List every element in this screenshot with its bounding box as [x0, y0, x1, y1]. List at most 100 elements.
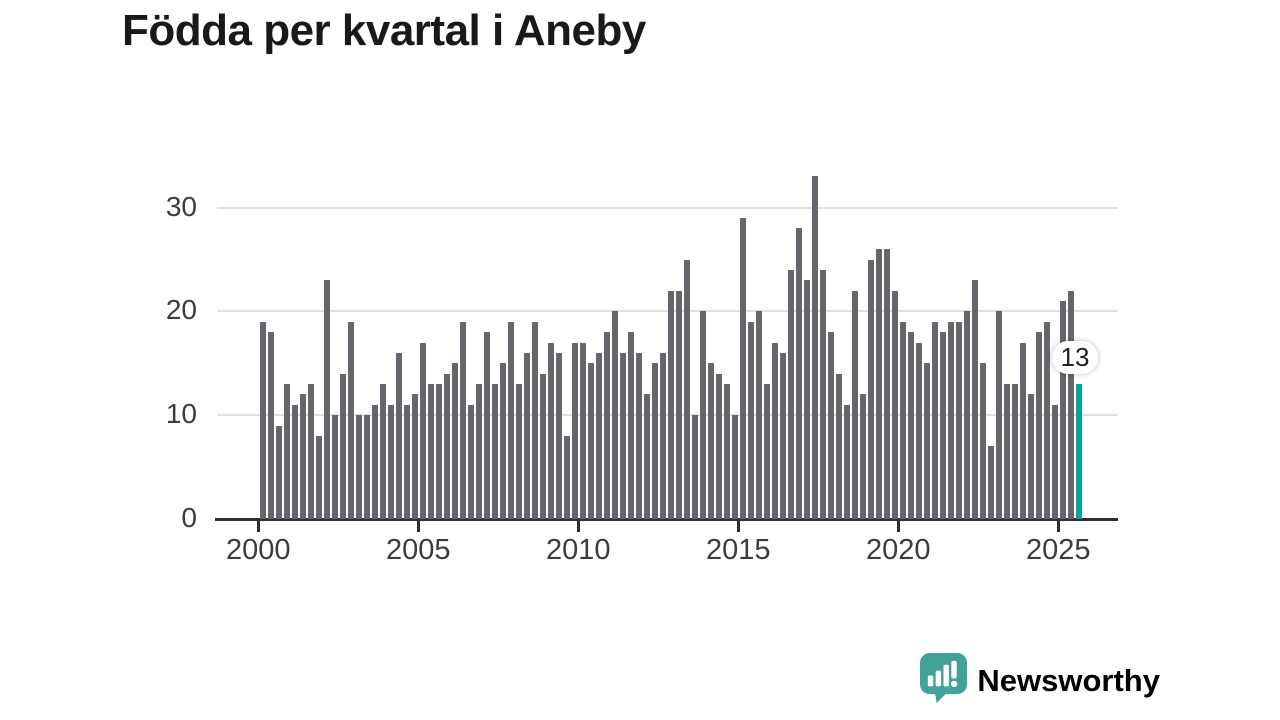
bar: [843, 404, 851, 519]
x-axis-tick: [576, 521, 580, 532]
bar: [979, 363, 987, 519]
y-axis-tick-label: 20: [165, 294, 197, 326]
bar: [771, 342, 779, 519]
bar: [339, 373, 347, 519]
bar: [555, 352, 563, 519]
bar: [499, 363, 507, 519]
gridline-y30: [217, 206, 1118, 209]
bar: [795, 228, 803, 519]
bar: [939, 332, 947, 519]
bar: [715, 373, 723, 519]
bar: [1067, 290, 1075, 519]
bar: [1011, 384, 1019, 519]
bar: [531, 321, 539, 519]
bar: [811, 176, 819, 519]
bar: [419, 342, 427, 519]
bar: [683, 259, 691, 519]
bar: [1027, 394, 1035, 519]
bar: [523, 352, 531, 519]
bar: [427, 384, 435, 519]
bar: [539, 373, 547, 519]
bar: [803, 280, 811, 519]
bar: [1003, 384, 1011, 519]
bar: [387, 404, 395, 519]
bar: [891, 290, 899, 519]
bar: [787, 269, 795, 519]
bar: [659, 352, 667, 519]
bar: [347, 321, 355, 519]
bar: [915, 342, 923, 519]
bar: [723, 384, 731, 519]
bar: [595, 352, 603, 519]
bar: [491, 384, 499, 519]
bar: [1035, 332, 1043, 519]
x-axis-tick: [896, 521, 900, 532]
bar: [355, 415, 363, 519]
bar: [755, 311, 763, 519]
bar: [291, 404, 299, 519]
bar: [435, 384, 443, 519]
y-axis-tick-label: 30: [165, 190, 197, 222]
newsworthy-logo-text: Newsworthy: [977, 662, 1160, 698]
x-axis-tick: [256, 521, 260, 532]
bar: [467, 404, 475, 519]
bar: [699, 311, 707, 519]
bar: [819, 269, 827, 519]
bar: [299, 394, 307, 519]
bar: [475, 384, 483, 519]
bar: [507, 321, 515, 519]
highlighted-bar: [1075, 384, 1083, 519]
bar: [611, 311, 619, 519]
bar: [907, 332, 915, 519]
bar: [619, 352, 627, 519]
newsworthy-chart-bubble-icon: [920, 653, 968, 708]
x-axis-tick: [736, 521, 740, 532]
x-axis-tick: [416, 521, 420, 532]
bar: [283, 384, 291, 519]
bar: [651, 363, 659, 519]
x-axis-tick-label: 2015: [706, 534, 771, 566]
x-axis-tick-label: 2020: [866, 534, 931, 566]
bar: [627, 332, 635, 519]
bar: [571, 342, 579, 519]
y-axis-tick-label: 0: [181, 502, 197, 533]
highlight-value-label: 13: [1051, 341, 1099, 375]
y-axis-tick-label: 10: [165, 398, 197, 430]
bar: [971, 280, 979, 519]
bar: [1059, 301, 1067, 519]
bar: [267, 332, 275, 519]
bar: [827, 332, 835, 519]
bar: [483, 332, 491, 519]
x-axis-tick-label: 2010: [546, 534, 611, 566]
bar: [547, 342, 555, 519]
bar: [307, 384, 315, 519]
x-axis-tick: [1056, 521, 1060, 532]
bar: [259, 321, 267, 519]
bar: [955, 321, 963, 519]
bar: [875, 249, 883, 519]
bar: [923, 363, 931, 519]
bar: [275, 425, 283, 519]
x-axis-tick-label: 2000: [226, 534, 291, 566]
bar: [995, 311, 1003, 519]
bar: [635, 352, 643, 519]
bar: [779, 352, 787, 519]
bar: [403, 404, 411, 519]
bar: [515, 384, 523, 519]
bar: [931, 321, 939, 519]
x-axis-line: [215, 518, 1118, 521]
bar: [579, 342, 587, 519]
bar: [851, 290, 859, 519]
bar: [323, 280, 331, 519]
bar: [395, 352, 403, 519]
bar: [443, 373, 451, 519]
bar: [459, 321, 467, 519]
bar: [987, 446, 995, 519]
bar: [379, 384, 387, 519]
bar: [867, 259, 875, 519]
bar: [331, 415, 339, 519]
bar: [563, 435, 571, 519]
x-axis-tick-label: 2005: [386, 534, 451, 566]
bar: [835, 373, 843, 519]
